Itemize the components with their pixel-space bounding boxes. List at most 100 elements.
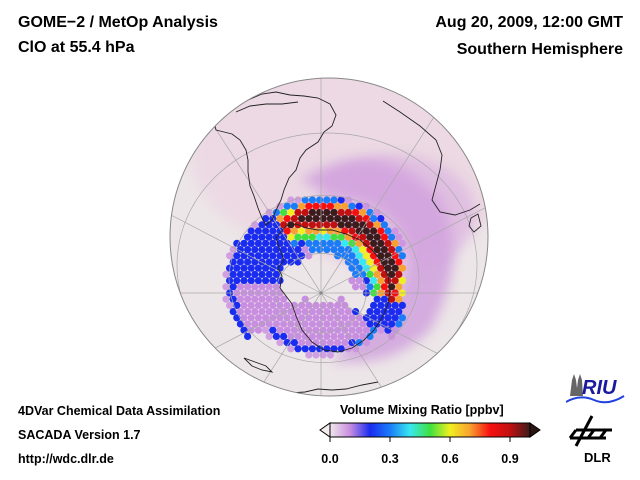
clo-cell bbox=[316, 320, 324, 328]
clo-cell bbox=[265, 233, 273, 241]
clo-cell bbox=[254, 277, 262, 285]
clo-cell bbox=[283, 215, 291, 223]
clo-cell bbox=[308, 208, 316, 216]
clo-cell bbox=[244, 246, 252, 254]
clo-cell bbox=[359, 221, 367, 229]
clo-cell bbox=[323, 221, 331, 229]
clo-cell bbox=[290, 239, 298, 247]
clo-cell bbox=[229, 270, 237, 278]
clo-cell bbox=[352, 270, 360, 278]
clo-cell bbox=[330, 320, 338, 328]
clo-cell bbox=[244, 233, 252, 241]
clo-cell bbox=[280, 295, 288, 303]
clo-cell bbox=[294, 258, 302, 266]
clo-cell bbox=[316, 308, 324, 316]
clo-cell bbox=[294, 208, 302, 216]
clo-cell bbox=[334, 301, 342, 309]
clo-cell bbox=[298, 301, 306, 309]
clo-cell bbox=[254, 301, 262, 309]
clo-cell bbox=[251, 246, 259, 254]
clo-cell bbox=[337, 221, 345, 229]
clo-cell bbox=[326, 215, 334, 223]
clo-cell bbox=[326, 227, 334, 235]
clo-cell bbox=[283, 252, 291, 260]
clo-cell bbox=[251, 320, 259, 328]
clo-cell bbox=[326, 202, 334, 210]
clo-cell bbox=[236, 283, 244, 291]
footer-url[interactable]: http://wdc.dlr.de bbox=[18, 452, 114, 466]
clo-cell bbox=[344, 332, 352, 340]
clo-cell bbox=[348, 252, 356, 260]
clo-cell bbox=[294, 332, 302, 340]
clo-cell bbox=[323, 332, 331, 340]
clo-cell bbox=[305, 202, 313, 210]
clo-cell bbox=[251, 221, 259, 229]
clo-cell bbox=[222, 283, 230, 291]
clo-cell bbox=[388, 258, 396, 266]
clo-cell bbox=[359, 208, 367, 216]
cathedral-icon bbox=[570, 374, 583, 396]
clo-cell bbox=[388, 233, 396, 241]
clo-cell bbox=[359, 233, 367, 241]
clo-cell bbox=[247, 264, 255, 272]
clo-cell bbox=[398, 314, 406, 322]
clo-cell bbox=[352, 283, 360, 291]
clo-cell bbox=[301, 320, 309, 328]
clo-cell bbox=[276, 227, 284, 235]
clo-cell bbox=[323, 345, 331, 353]
clo-cell bbox=[319, 339, 327, 347]
clo-cell bbox=[319, 314, 327, 322]
clo-cell bbox=[301, 196, 309, 204]
clo-cell bbox=[298, 215, 306, 223]
clo-cell bbox=[287, 320, 295, 328]
clo-cell bbox=[265, 320, 273, 328]
clo-cell bbox=[355, 227, 363, 235]
clo-cell bbox=[370, 215, 378, 223]
clo-cell bbox=[229, 283, 237, 291]
clo-cell bbox=[370, 301, 378, 309]
clo-cell bbox=[305, 215, 313, 223]
clo-cell bbox=[240, 239, 248, 247]
clo-cell bbox=[366, 233, 374, 241]
clo-cell bbox=[269, 252, 277, 260]
coastline-australia-edge bbox=[289, 381, 379, 394]
clo-cell bbox=[240, 277, 248, 285]
clo-cell bbox=[398, 264, 406, 272]
clo-cell bbox=[355, 239, 363, 247]
colorbar-tick-label: 0.9 bbox=[501, 452, 519, 466]
clo-cell bbox=[301, 208, 309, 216]
latitude-circle bbox=[275, 253, 367, 333]
clo-cell bbox=[370, 277, 378, 285]
title-species: ClO at 55.4 hPa bbox=[18, 39, 135, 56]
clo-cell bbox=[323, 246, 331, 254]
clo-cell bbox=[337, 246, 345, 254]
clo-cell bbox=[330, 196, 338, 204]
clo-cell bbox=[240, 314, 248, 322]
clo-cell bbox=[352, 332, 360, 340]
meridian-line bbox=[170, 112, 322, 294]
clo-cell bbox=[294, 308, 302, 316]
clo-cell bbox=[276, 215, 284, 223]
clo-cell bbox=[262, 227, 270, 235]
clo-cell bbox=[280, 332, 288, 340]
clo-cell bbox=[391, 227, 399, 235]
clo-cell bbox=[326, 351, 334, 359]
clo-cell bbox=[247, 301, 255, 309]
clo-cell bbox=[276, 326, 284, 334]
clo-cell bbox=[226, 252, 234, 260]
clo-cell bbox=[280, 246, 288, 254]
clo-cell bbox=[233, 239, 241, 247]
clo-cell bbox=[316, 345, 324, 353]
clo-cell bbox=[366, 320, 374, 328]
clo-cell bbox=[287, 246, 295, 254]
clo-cell bbox=[298, 227, 306, 235]
footer-version: SACADA Version 1.7 bbox=[18, 428, 141, 442]
clo-cell bbox=[337, 295, 345, 303]
clo-cell bbox=[377, 301, 385, 309]
clo-cell bbox=[265, 332, 273, 340]
clo-cell bbox=[244, 295, 252, 303]
clo-cell bbox=[337, 308, 345, 316]
clo-cell bbox=[377, 277, 385, 285]
clo-cell bbox=[298, 202, 306, 210]
clo-cell bbox=[272, 308, 280, 316]
